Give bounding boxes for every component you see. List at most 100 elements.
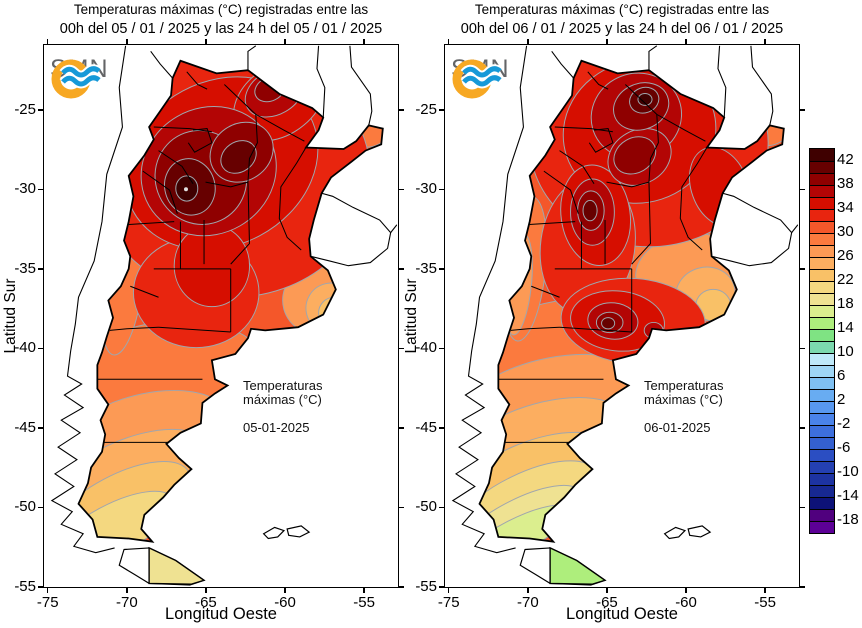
lat-tick-mark xyxy=(439,347,444,350)
lat-tick-mark xyxy=(399,427,404,429)
province-border-line xyxy=(142,170,178,214)
neighbor-border-line xyxy=(316,45,326,118)
lon-tick-mark xyxy=(284,588,286,593)
colorbar-segment xyxy=(810,449,834,461)
lat-tick-mark xyxy=(800,268,805,270)
right-map-annotation: Temperaturas máximas (°C) 06-01-2025 xyxy=(644,379,723,435)
lat-tick-mark xyxy=(439,427,444,429)
colorbar-tick-label: -10 xyxy=(837,463,859,480)
neighbor-border-line xyxy=(750,45,774,126)
province-border-line xyxy=(123,221,175,226)
temperature-contour-band xyxy=(601,317,616,330)
falkland-islands-outline xyxy=(286,525,311,538)
lat-tick-mark xyxy=(439,188,444,191)
colorbar-segment xyxy=(810,197,834,209)
neighbor-border-line xyxy=(717,45,727,118)
colorbar-segment xyxy=(810,473,834,485)
falkland-islands-outline xyxy=(687,525,712,538)
colorbar-segment xyxy=(810,341,834,353)
province-border-line xyxy=(186,71,208,90)
lon-tick-mark xyxy=(764,588,766,593)
left-x-axis-label: Longitud Oeste xyxy=(165,605,277,623)
lat-tick-mark xyxy=(38,347,43,350)
lat-tick-label: -50 xyxy=(415,498,437,516)
lon-tick-label: -70 xyxy=(517,594,539,611)
annotation-date: 05-01-2025 xyxy=(243,420,310,435)
lon-tick-label: -60 xyxy=(274,594,296,611)
colorbar-segment xyxy=(810,293,834,305)
left-panel-title-line1: Temperaturas máximas (°C) registradas en… xyxy=(73,2,369,17)
colorbar-segment xyxy=(810,281,834,293)
colorbar-segment xyxy=(810,509,834,521)
annotation-title-line1: Temperaturas xyxy=(243,378,323,393)
lat-tick-mark xyxy=(439,586,444,588)
temperature-contour-band xyxy=(613,136,657,175)
colorbar-segment xyxy=(810,425,834,437)
colorbar-segment xyxy=(810,257,834,269)
province-border-line xyxy=(224,84,305,142)
argentina-outline xyxy=(77,59,384,543)
province-border-line xyxy=(158,150,194,184)
temperature-contour-band xyxy=(326,305,345,324)
lat-tick-label: -35 xyxy=(14,259,36,277)
province-border-line xyxy=(559,150,595,184)
lat-tick-mark xyxy=(439,506,444,509)
temperature-contour-band xyxy=(637,92,653,106)
province-border-line xyxy=(587,71,609,90)
province-border-line xyxy=(187,128,213,153)
province-border-line xyxy=(648,114,659,183)
lon-tick-mark xyxy=(764,39,766,44)
colorbar-tick-label: 38 xyxy=(837,175,854,192)
tierra-del-fuego-argentina xyxy=(549,546,607,585)
colorbar-segment xyxy=(810,269,834,281)
colorbar-tick-label: 42 xyxy=(837,151,854,168)
neighbor-border-line xyxy=(247,45,257,71)
lat-tick-mark xyxy=(399,506,404,509)
argentina-outline xyxy=(478,59,785,543)
neighbor-border-line xyxy=(349,45,373,126)
colorbar-segment xyxy=(810,377,834,389)
province-border-line xyxy=(278,147,307,251)
lat-tick-label: -40 xyxy=(415,339,437,357)
annotation-title-line2: máximas (°C) xyxy=(243,392,322,407)
lat-tick-mark xyxy=(38,427,43,429)
smn-logo-right: SMN xyxy=(451,55,513,99)
lon-tick-label: -75 xyxy=(437,594,460,611)
smn-sun-waves-icon xyxy=(51,59,102,99)
lat-tick-label: -25 xyxy=(415,100,437,118)
colorbar-tick-label: 34 xyxy=(837,199,854,216)
colorbar-segment xyxy=(810,437,834,449)
neighbor-border-line xyxy=(551,51,575,79)
lon-tick-mark xyxy=(363,588,365,593)
lon-tick-mark xyxy=(46,39,49,44)
right-panel-title-line1: Temperaturas máximas (°C) registradas en… xyxy=(474,2,770,17)
lon-tick-label: -65 xyxy=(195,594,217,611)
colorbar-segment xyxy=(810,389,834,401)
province-border-line xyxy=(230,182,250,265)
colorbar-segment xyxy=(810,161,834,173)
lon-tick-label: -75 xyxy=(36,594,59,611)
lat-tick-label: -55 xyxy=(14,577,36,595)
colorbar-tick-label: -6 xyxy=(837,439,851,456)
lat-tick-label: -45 xyxy=(415,418,437,436)
right-x-axis-label: Longitud Oeste xyxy=(566,605,678,623)
lon-tick-mark xyxy=(205,588,207,593)
province-border-line xyxy=(559,326,632,333)
province-border-line xyxy=(153,126,212,133)
province-border-line xyxy=(679,147,708,251)
colorbar-segment xyxy=(810,413,834,425)
lat-tick-mark xyxy=(800,427,805,429)
neighbor-border-line xyxy=(711,192,793,267)
colorbar-segment xyxy=(810,329,834,341)
lat-tick-mark xyxy=(399,347,404,350)
lon-tick-label: -65 xyxy=(596,594,618,611)
lat-tick-label: -25 xyxy=(14,100,36,118)
neighbor-border-line xyxy=(648,45,658,71)
colorbar-segment xyxy=(810,185,834,197)
neighbor-border-line xyxy=(50,45,127,554)
lat-tick-mark xyxy=(399,268,404,270)
argentina-map-left xyxy=(50,45,397,586)
colorbar-segment xyxy=(810,497,834,509)
lon-tick-mark xyxy=(46,588,49,593)
lon-tick-mark xyxy=(126,39,128,44)
